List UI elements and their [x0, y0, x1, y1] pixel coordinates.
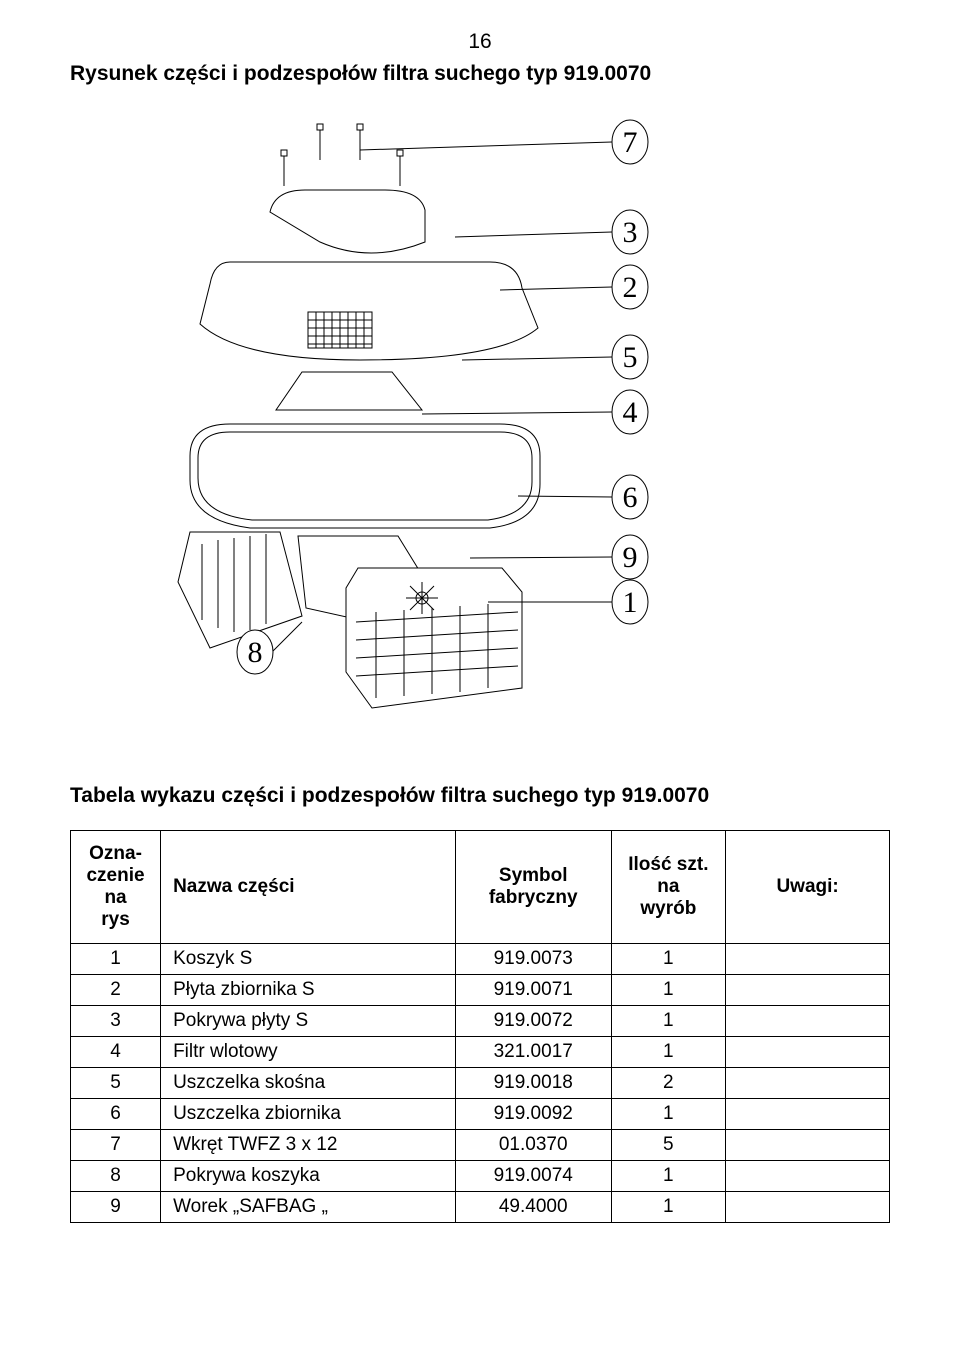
cell-name: Pokrywa płyty S — [161, 1006, 456, 1037]
cell-qty: 2 — [611, 1068, 726, 1099]
cell-symbol: 01.0370 — [455, 1130, 611, 1161]
callout-label: 8 — [248, 636, 263, 669]
callout-label: 7 — [623, 126, 638, 159]
cell-index: 3 — [71, 1006, 161, 1037]
cell-index: 8 — [71, 1161, 161, 1192]
cell-note — [726, 1006, 890, 1037]
cell-index: 4 — [71, 1037, 161, 1068]
table-row: 6Uszczelka zbiornika919.00921 — [71, 1099, 890, 1130]
cell-symbol: 919.0092 — [455, 1099, 611, 1130]
figure-title: Rysunek części i podzespołów filtra such… — [70, 62, 890, 86]
table-title: Tabela wykazu części i podzespołów filtr… — [70, 784, 890, 808]
cell-qty: 1 — [611, 1161, 726, 1192]
callout-label: 5 — [623, 341, 638, 374]
cell-qty: 1 — [611, 944, 726, 975]
cell-index: 7 — [71, 1130, 161, 1161]
cell-name: Wkręt TWFZ 3 x 12 — [161, 1130, 456, 1161]
cell-index: 5 — [71, 1068, 161, 1099]
cell-name: Koszyk S — [161, 944, 456, 975]
cell-name: Uszczelka zbiornika — [161, 1099, 456, 1130]
cell-symbol: 919.0074 — [455, 1161, 611, 1192]
callout-label: 6 — [623, 481, 638, 514]
th-index: Ozna-czenie narys — [71, 831, 161, 944]
cell-symbol: 49.4000 — [455, 1192, 611, 1223]
exploded-diagram: 7 3 2 5 4 6 9 1 8 — [70, 112, 890, 752]
cell-qty: 1 — [611, 1192, 726, 1223]
table-row: 8Pokrywa koszyka919.00741 — [71, 1161, 890, 1192]
cell-qty: 5 — [611, 1130, 726, 1161]
th-notes: Uwagi: — [726, 831, 890, 944]
cell-note — [726, 944, 890, 975]
cell-note — [726, 1099, 890, 1130]
cell-name: Uszczelka skośna — [161, 1068, 456, 1099]
table-header-row: Ozna-czenie narys Nazwa części Symbolfab… — [71, 831, 890, 944]
cell-note — [726, 975, 890, 1006]
cell-index: 2 — [71, 975, 161, 1006]
table-row: 9Worek „SAFBAG „49.40001 — [71, 1192, 890, 1223]
cell-name: Worek „SAFBAG „ — [161, 1192, 456, 1223]
cell-qty: 1 — [611, 1099, 726, 1130]
cell-symbol: 321.0017 — [455, 1037, 611, 1068]
th-qty: Ilość szt. nawyrób — [611, 831, 726, 944]
table-row: 5Uszczelka skośna919.00182 — [71, 1068, 890, 1099]
diagram-svg: 7 3 2 5 4 6 9 1 8 — [70, 112, 890, 752]
cell-index: 1 — [71, 944, 161, 975]
cell-note — [726, 1068, 890, 1099]
callout-label: 4 — [623, 396, 638, 429]
cell-index: 6 — [71, 1099, 161, 1130]
table-row: 7Wkręt TWFZ 3 x 1201.03705 — [71, 1130, 890, 1161]
page-number: 16 — [70, 30, 890, 54]
cell-index: 9 — [71, 1192, 161, 1223]
cell-symbol: 919.0073 — [455, 944, 611, 975]
cell-note — [726, 1192, 890, 1223]
cell-qty: 1 — [611, 975, 726, 1006]
table-row: 4Filtr wlotowy321.00171 — [71, 1037, 890, 1068]
table-row: 2Płyta zbiornika S919.00711 — [71, 975, 890, 1006]
th-symbol: Symbolfabryczny — [455, 831, 611, 944]
callout-label: 2 — [623, 271, 638, 304]
cell-qty: 1 — [611, 1037, 726, 1068]
callout-label: 3 — [623, 216, 638, 249]
callout-label: 1 — [623, 586, 638, 619]
cell-symbol: 919.0072 — [455, 1006, 611, 1037]
cell-name: Płyta zbiornika S — [161, 975, 456, 1006]
cell-note — [726, 1130, 890, 1161]
cell-note — [726, 1161, 890, 1192]
parts-table: Ozna-czenie narys Nazwa części Symbolfab… — [70, 830, 890, 1223]
cell-note — [726, 1037, 890, 1068]
th-name: Nazwa części — [161, 831, 456, 944]
callout-label: 9 — [623, 541, 638, 574]
cell-name: Pokrywa koszyka — [161, 1161, 456, 1192]
cell-name: Filtr wlotowy — [161, 1037, 456, 1068]
cell-symbol: 919.0018 — [455, 1068, 611, 1099]
table-row: 1Koszyk S919.00731 — [71, 944, 890, 975]
table-row: 3Pokrywa płyty S919.00721 — [71, 1006, 890, 1037]
cell-qty: 1 — [611, 1006, 726, 1037]
cell-symbol: 919.0071 — [455, 975, 611, 1006]
